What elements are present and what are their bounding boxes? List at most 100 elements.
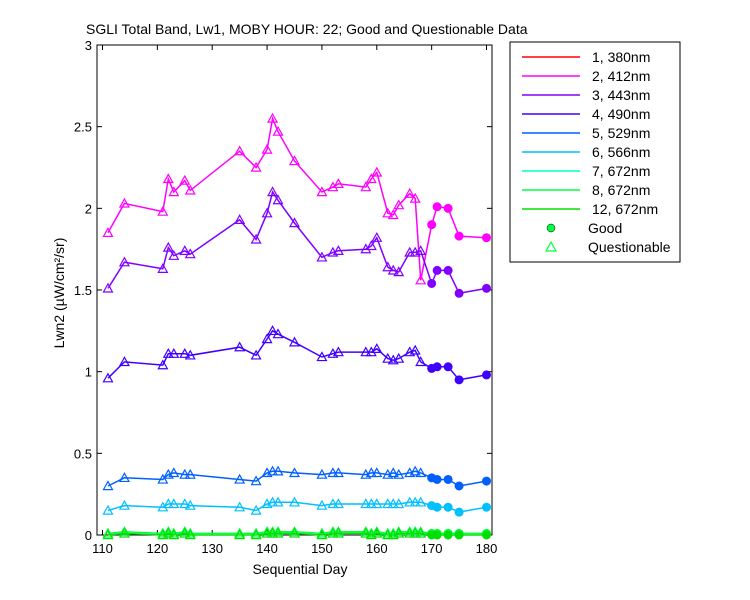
chart-title: SGLI Total Band, Lw1, MOBY HOUR: 22; Goo…: [86, 21, 528, 37]
data-point-questionable: [168, 467, 180, 478]
data-point-good: [482, 233, 492, 243]
data-point-questionable: [387, 467, 399, 478]
data-point-questionable: [332, 467, 344, 478]
data-point-questionable: [409, 525, 421, 536]
data-point-questionable: [332, 525, 344, 536]
data-point-questionable: [162, 347, 174, 358]
series-line: [107, 115, 487, 281]
data-point-questionable: [272, 525, 284, 536]
data-point-questionable: [387, 209, 399, 220]
data-point-questionable: [102, 227, 114, 238]
data-point-questionable: [365, 498, 377, 509]
data-point-questionable: [272, 496, 284, 507]
data-point-questionable: [168, 529, 180, 540]
legend-label: 12, 672nm: [592, 201, 658, 217]
data-point-good: [454, 375, 464, 385]
data-point-questionable: [371, 343, 383, 353]
legend-label: 1, 380nm: [592, 49, 650, 65]
data-point-good: [482, 476, 492, 486]
data-point-questionable: [393, 199, 405, 210]
data-point-questionable: [393, 527, 405, 538]
data-point-questionable: [250, 349, 262, 360]
data-point-questionable: [387, 264, 399, 275]
data-point-questionable: [371, 467, 383, 478]
legend-label: 5, 529nm: [592, 125, 650, 141]
data-point-questionable: [387, 498, 399, 509]
data-point-questionable: [382, 498, 394, 509]
data-point-questionable: [234, 501, 246, 512]
data-point-questionable: [382, 527, 394, 538]
data-point-questionable: [382, 529, 394, 540]
data-point-questionable: [332, 346, 344, 357]
data-point-questionable: [102, 372, 114, 383]
data-point-questionable: [393, 352, 405, 363]
data-point-good: [443, 265, 453, 275]
data-point-questionable: [162, 527, 174, 538]
data-point-questionable: [415, 527, 427, 538]
data-point-questionable: [404, 246, 416, 257]
data-point-questionable: [327, 498, 339, 509]
data-point-questionable: [250, 527, 262, 538]
data-point-questionable: [157, 263, 169, 273]
x-tick-label: 110: [92, 541, 113, 556]
data-point-good: [443, 203, 453, 213]
plot-area: [102, 112, 492, 540]
data-point-questionable: [393, 498, 405, 509]
data-point-good: [482, 283, 492, 293]
data-point-good: [454, 231, 464, 241]
data-point-questionable: [272, 125, 284, 136]
y-axis-label: Lwn2 (µW/cm²/sr): [51, 238, 67, 349]
data-point-questionable: [184, 349, 196, 360]
y-tick-label: 2.5: [74, 120, 92, 135]
data-point-questionable: [102, 527, 114, 538]
data-point-questionable: [316, 529, 328, 540]
data-point-questionable: [162, 525, 174, 536]
legend-label: 6, 566nm: [592, 144, 650, 160]
data-point-questionable: [261, 207, 273, 218]
x-tick-label: 120: [146, 541, 168, 556]
legend-marker-questionable: [544, 240, 558, 252]
data-point-questionable: [404, 527, 416, 538]
y-tick-label: 1: [85, 365, 92, 380]
data-point-good: [427, 278, 437, 288]
data-point-questionable: [157, 359, 169, 370]
data-point-questionable: [288, 217, 301, 228]
data-point-questionable: [267, 525, 279, 536]
data-point-good: [454, 530, 464, 540]
data-point-questionable: [272, 194, 284, 205]
data-point-good: [482, 370, 492, 380]
data-point-questionable: [316, 499, 328, 510]
data-point-questionable: [288, 527, 301, 538]
data-point-questionable: [365, 173, 377, 184]
data-point-questionable: [404, 525, 416, 536]
data-point-questionable: [267, 325, 279, 336]
data-point-questionable: [316, 527, 328, 538]
data-point-questionable: [332, 245, 344, 255]
data-point-questionable: [415, 496, 427, 507]
data-point-questionable: [168, 186, 180, 197]
data-point-good: [427, 220, 437, 230]
data-point-questionable: [382, 207, 394, 218]
x-axis-label: Sequential Day: [253, 561, 348, 577]
data-point-good: [443, 502, 453, 512]
data-point-questionable: [371, 498, 383, 509]
y-tick-label: 0.5: [74, 446, 92, 461]
data-point-questionable: [415, 525, 427, 536]
data-point-questionable: [272, 465, 284, 476]
data-point-questionable: [267, 496, 279, 507]
data-point-questionable: [184, 248, 196, 259]
data-point-good: [432, 362, 442, 372]
data-point-questionable: [234, 527, 246, 538]
data-point-questionable: [332, 178, 344, 189]
data-point-questionable: [267, 112, 279, 123]
data-point-questionable: [157, 473, 169, 484]
data-point-questionable: [102, 480, 114, 491]
data-point-questionable: [327, 181, 339, 192]
data-point-good: [432, 265, 442, 275]
data-point-questionable: [118, 472, 130, 483]
data-point-questionable: [168, 249, 180, 260]
data-point-good: [454, 507, 464, 517]
data-point-questionable: [360, 498, 372, 509]
data-point-questionable: [288, 525, 301, 536]
data-point-questionable: [360, 181, 372, 192]
